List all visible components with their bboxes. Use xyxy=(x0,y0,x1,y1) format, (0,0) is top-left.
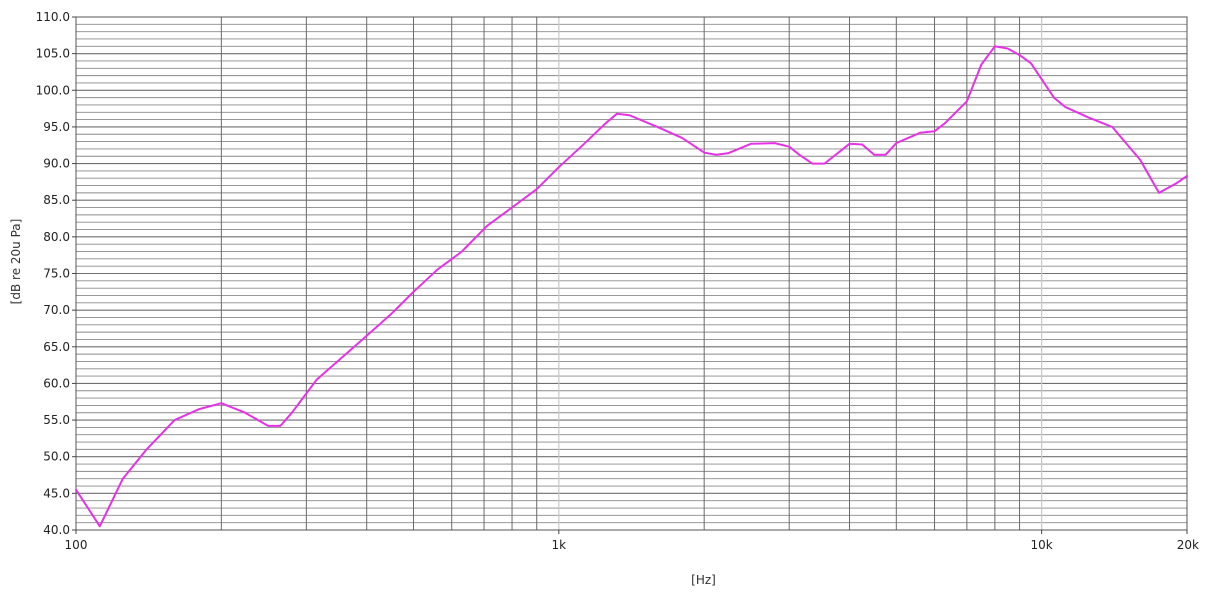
y-tick-label: 70.0 xyxy=(43,303,70,317)
y-tick-label: 65.0 xyxy=(43,340,70,354)
y-axis-tick-labels: 40.0 45.0 50.0 55.0 60.0 65.0 70.0 75.0 80.0 85.0… xyxy=(36,10,76,537)
y-tick-label: 40.0 xyxy=(43,523,70,537)
y-tick-label: 75.0 xyxy=(43,267,70,281)
y-tick-label: 105.0 xyxy=(36,47,70,61)
y-tick-label: 90.0 xyxy=(43,157,70,171)
x-tick-label: 10k xyxy=(1031,538,1053,552)
x-axis-title: [Hz] xyxy=(691,573,716,587)
y-tick-label: 60.0 xyxy=(43,376,70,390)
y-axis-title: [dB re 20u Pa] xyxy=(9,219,23,305)
series-layer xyxy=(75,45,1188,528)
y-tick-label: 55.0 xyxy=(43,413,70,427)
y-tick-label: 95.0 xyxy=(43,120,70,134)
x-axis-tick-labels: 100 1k 10k 20k xyxy=(65,530,1199,552)
y-tick-label: 85.0 xyxy=(43,193,70,207)
y-tick-label: 100.0 xyxy=(36,83,70,97)
y-tick-label: 45.0 xyxy=(43,486,70,500)
x-tick-label: 20k xyxy=(1177,538,1199,552)
x-tick-label: 1k xyxy=(552,538,567,552)
grid-lines xyxy=(76,16,1188,531)
series-line-0 xyxy=(75,45,1188,528)
y-tick-label: 110.0 xyxy=(36,10,70,24)
x-tick-label: 100 xyxy=(65,538,88,552)
y-tick-label: 80.0 xyxy=(43,230,70,244)
y-tick-label: 50.0 xyxy=(43,450,70,464)
